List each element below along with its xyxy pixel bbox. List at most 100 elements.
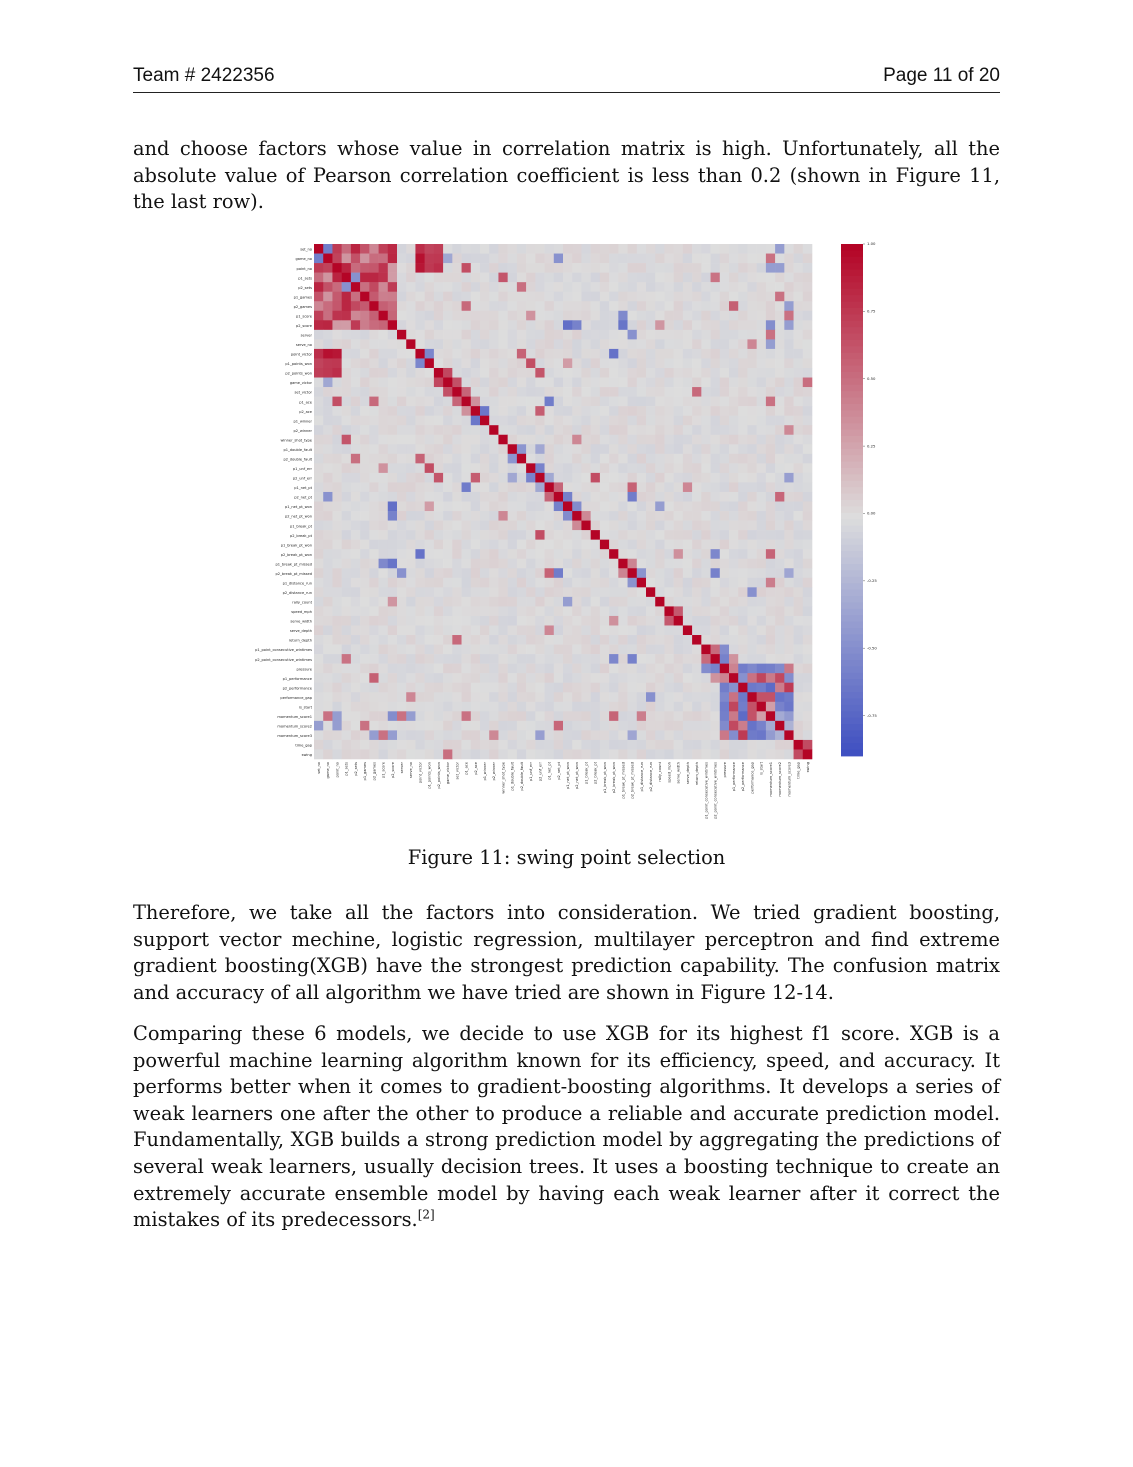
heatmap-cell — [627, 644, 638, 655]
heatmap-cell — [664, 568, 674, 579]
heatmap-cell — [673, 682, 684, 693]
heatmap-cell — [406, 577, 416, 588]
heatmap-cell — [323, 415, 333, 426]
heatmap-cell — [572, 253, 582, 264]
heatmap-cell — [682, 730, 693, 741]
heatmap-cell — [452, 558, 462, 569]
heatmap-cell — [655, 491, 665, 502]
heatmap-cell — [535, 739, 545, 750]
heatmap-cell — [636, 558, 647, 569]
column-label: set_victor — [455, 761, 459, 779]
heatmap-cell — [646, 739, 656, 750]
heatmap-cell — [424, 692, 435, 703]
heatmap-cell — [802, 673, 813, 684]
heatmap-cell — [507, 539, 518, 550]
heatmap-cell — [397, 644, 407, 655]
heatmap-cell — [461, 301, 472, 312]
colorbar-segment — [841, 749, 863, 757]
heatmap-cell — [498, 444, 508, 455]
heatmap-cell — [424, 682, 435, 693]
colorbar-segment — [841, 365, 863, 373]
heatmap-cell — [341, 511, 352, 521]
column-label: p2_performance — [741, 761, 745, 791]
heatmap-cell — [738, 377, 748, 388]
heatmap-cell — [802, 644, 813, 655]
heatmap-cell — [775, 425, 785, 436]
heatmap-cell — [729, 644, 739, 655]
heatmap-cell — [526, 673, 536, 684]
heatmap-cell — [378, 615, 389, 626]
heatmap-cell — [544, 491, 555, 502]
heatmap-cell — [756, 615, 767, 626]
heatmap-cell — [553, 644, 564, 655]
heatmap-cell — [765, 310, 776, 321]
heatmap-cell — [507, 530, 518, 540]
heatmap-cell — [646, 730, 656, 741]
heatmap-cell — [701, 320, 711, 331]
heatmap-cell — [360, 587, 370, 598]
heatmap-cell — [378, 482, 389, 493]
heatmap-cell — [599, 644, 610, 655]
heatmap-cell — [618, 415, 628, 426]
heatmap-cell — [609, 348, 619, 359]
heatmap-cell — [765, 348, 776, 359]
heatmap-cell — [701, 501, 711, 512]
heatmap-cell — [553, 482, 564, 493]
heatmap-cell — [461, 367, 472, 378]
colorbar-segment — [841, 602, 863, 610]
heatmap-cell — [738, 396, 748, 407]
heatmap-cell — [784, 282, 794, 292]
row-label: game_victor — [290, 381, 313, 385]
heatmap-cell — [636, 244, 647, 254]
heatmap-cell — [470, 491, 481, 502]
heatmap-cell — [332, 244, 342, 254]
heatmap-cell — [609, 539, 619, 550]
heatmap-cell — [387, 644, 398, 655]
heatmap-cell — [793, 387, 804, 397]
heatmap-cell — [332, 501, 342, 512]
heatmap-cell — [470, 711, 481, 722]
heatmap-cell — [618, 367, 628, 378]
heatmap-cell — [563, 453, 573, 464]
heatmap-cell — [738, 482, 748, 493]
heatmap-cell — [710, 272, 721, 283]
heatmap-cell — [452, 367, 462, 378]
heatmap-cell — [719, 749, 730, 760]
heatmap-cell — [609, 501, 619, 512]
heatmap-cell — [729, 530, 739, 540]
correlation-heatmap: set_nogame_nopoint_nop1_setsp2_setsp1_ga… — [255, 241, 877, 819]
heatmap-cell — [599, 310, 610, 321]
heatmap-cell — [452, 387, 462, 397]
heatmap-cell — [581, 301, 591, 312]
heatmap-cell — [424, 720, 435, 731]
colorbar-segment — [841, 448, 863, 456]
heatmap-cell — [682, 720, 693, 731]
column-label: p2_ace — [474, 761, 478, 775]
heatmap-cell — [729, 425, 739, 436]
heatmap-cell — [406, 749, 416, 760]
heatmap-cell — [406, 558, 416, 569]
heatmap-cell — [489, 701, 499, 712]
heatmap-cell — [544, 339, 555, 350]
heatmap-cell — [646, 549, 656, 560]
heatmap-cell — [314, 530, 324, 540]
heatmap-cell — [719, 482, 730, 493]
heatmap-cell — [563, 701, 573, 712]
heatmap-cell — [793, 329, 804, 340]
heatmap-cell — [729, 568, 739, 579]
heatmap-cell — [360, 701, 370, 712]
heatmap-cell — [489, 530, 499, 540]
heatmap-cell — [738, 701, 748, 712]
heatmap-cell — [378, 501, 389, 512]
heatmap-cell — [655, 739, 665, 750]
heatmap-cell — [729, 739, 739, 750]
row-label: p2_performance — [283, 686, 313, 690]
heatmap-cell — [756, 444, 767, 455]
heatmap-cell — [710, 444, 721, 455]
heatmap-cell — [433, 406, 444, 416]
heatmap-cell — [480, 606, 490, 617]
heatmap-cell — [599, 358, 610, 369]
heatmap-cell — [507, 244, 518, 254]
heatmap-cell — [314, 377, 324, 388]
colorbar-segment — [841, 352, 863, 360]
